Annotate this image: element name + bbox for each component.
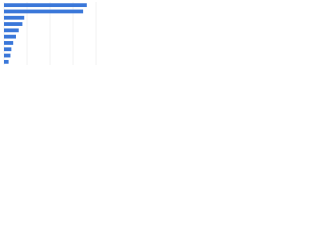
page: {"chart_data": {"type": "bar", "orientat…: [0, 0, 320, 71]
bar: [4, 47, 12, 52]
bar: [4, 15, 25, 20]
chart: [3, 2, 97, 65]
bar: [4, 41, 14, 45]
bar: [4, 53, 11, 58]
bar: [4, 9, 84, 14]
bar: [4, 28, 19, 33]
bar: [4, 3, 87, 8]
bar: [4, 22, 23, 26]
bar: [4, 59, 9, 64]
bar: [4, 34, 16, 39]
